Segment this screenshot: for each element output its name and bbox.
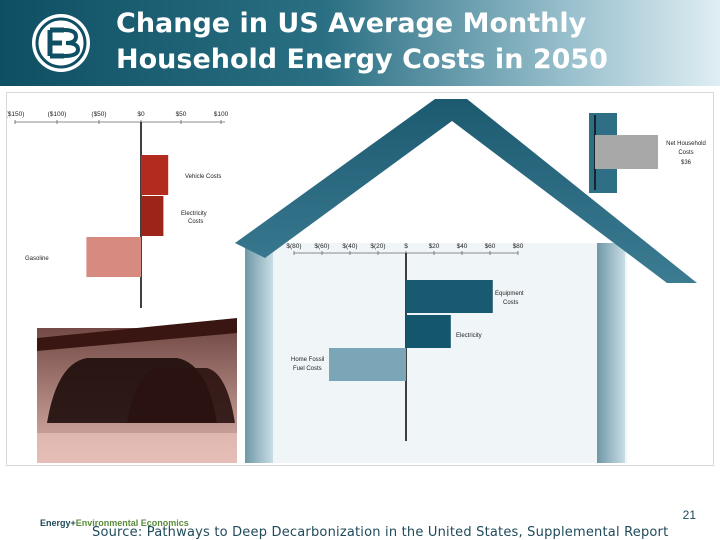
c2-x-tick-label: $(40) bbox=[342, 243, 357, 250]
c1-x-tick-label: ($50) bbox=[91, 111, 106, 118]
c2-x-tick-label: $(60) bbox=[314, 243, 329, 250]
c1-x-tick-label: $100 bbox=[214, 111, 229, 118]
page-title: Change in US Average Monthly Household E… bbox=[116, 6, 696, 78]
bar-charts: ($150) ($100) ($50) $0 $50 $100 Vehicle Costs E… bbox=[7, 111, 706, 441]
footer-org-part2: Environmental Economics bbox=[75, 518, 189, 528]
c2-label-equipment-line1: Equipment bbox=[495, 291, 524, 297]
c2-x-tick-label: $20 bbox=[429, 243, 440, 250]
c1-label-vehicle-costs: Vehicle Costs bbox=[185, 174, 221, 180]
c1-label-electricity-line2: Costs bbox=[188, 219, 203, 225]
house-illustration bbox=[235, 99, 697, 463]
c3-value-label: $36 bbox=[681, 160, 692, 166]
c2-label-home-fossil-line2: Fuel Costs bbox=[293, 366, 322, 372]
c1-bar-2 bbox=[86, 237, 141, 277]
page-title-line2: Household Energy Costs in 2050 bbox=[116, 44, 608, 75]
c1-x-tick-label: $0 bbox=[137, 111, 145, 118]
c3-label-net-line1: Net Household bbox=[666, 141, 706, 147]
c1-x-tick-label: ($150) bbox=[7, 111, 24, 118]
page-title-line1: Change in US Average Monthly bbox=[116, 8, 587, 39]
c3-bar-net bbox=[595, 135, 658, 169]
c2-bar-0 bbox=[406, 280, 493, 313]
c2-label-equipment-line2: Costs bbox=[503, 300, 518, 306]
garage-illustration bbox=[37, 318, 237, 463]
c1-bar-1 bbox=[141, 196, 164, 236]
c1-label-electricity-line1: Electricity bbox=[181, 211, 207, 217]
c1-x-tick-label: $50 bbox=[176, 111, 187, 118]
page-number: 21 bbox=[682, 508, 696, 522]
house-chart-figure: ($150) ($100) ($50) $0 $50 $100 Vehicle Costs E… bbox=[7, 99, 706, 463]
c1-bar-0 bbox=[141, 155, 169, 195]
c2-x-tick-label: $ bbox=[404, 243, 408, 250]
c3-label-net-line2: Costs bbox=[678, 150, 693, 156]
c2-x-tick-label: $40 bbox=[457, 243, 468, 250]
c2-x-tick-label: $(80) bbox=[286, 243, 301, 250]
c2-bar-2 bbox=[329, 348, 406, 381]
footer-org-part1: Energy+ bbox=[40, 518, 76, 528]
source-citation: Source: Pathways to Deep Decarbonization… bbox=[92, 525, 669, 540]
c2-x-tick-label: $80 bbox=[513, 243, 524, 250]
footer-org-logo: Energy+Environmental Economics bbox=[40, 518, 189, 528]
title-bar: Change in US Average Monthly Household E… bbox=[0, 0, 720, 86]
c2-label-electricity: Electricity bbox=[456, 333, 482, 339]
c2-x-tick-label: $(20) bbox=[370, 243, 385, 250]
c1-label-gasoline: Gasoline bbox=[25, 256, 49, 262]
c1-x-tick-label: ($100) bbox=[48, 111, 67, 118]
chart-panel: ($150) ($100) ($50) $0 $50 $100 Vehicle Costs E… bbox=[6, 92, 714, 466]
c2-label-home-fossil-line1: Home Fossil bbox=[291, 357, 324, 363]
c2-x-tick-label: $60 bbox=[485, 243, 496, 250]
e3-logo-icon bbox=[32, 14, 90, 72]
c2-bar-1 bbox=[406, 315, 451, 348]
